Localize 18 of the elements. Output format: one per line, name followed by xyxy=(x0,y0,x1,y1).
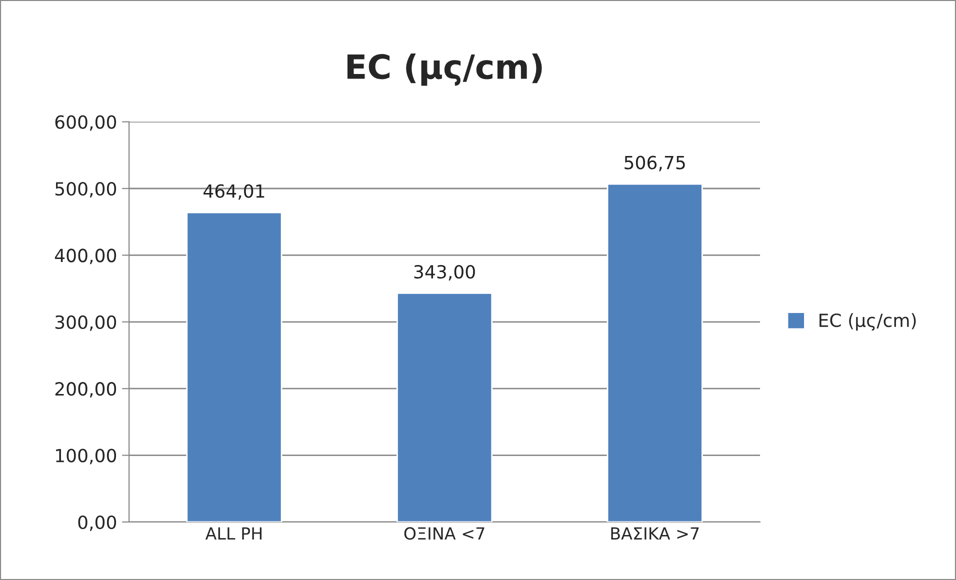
x-tick-label: ΒΑΣΙΚΑ >7 xyxy=(611,527,699,540)
bar xyxy=(186,212,282,522)
data-label: 343,00 xyxy=(414,264,475,280)
y-tick-label: 0,00 xyxy=(78,515,116,531)
data-label: 506,75 xyxy=(624,156,685,172)
y-tick-label: 300,00 xyxy=(55,315,116,331)
bar xyxy=(606,183,703,522)
data-label: 464,01 xyxy=(204,184,264,200)
y-tick-label: 100,00 xyxy=(56,448,116,464)
y-tick-label: 500,00 xyxy=(55,182,116,198)
y-tick-label: 400,00 xyxy=(54,248,116,264)
legend-label: EC (μς/cm) xyxy=(820,313,916,331)
x-tick-label: ΟΞΙΝΑ <7 xyxy=(404,527,484,540)
chart-title: EC (μς/cm) xyxy=(347,53,542,86)
x-tick-label: ALL PH xyxy=(205,527,262,540)
y-tick-label: 200,00 xyxy=(55,382,116,398)
y-tick-label: 600,00 xyxy=(55,115,116,131)
bar xyxy=(396,292,493,522)
